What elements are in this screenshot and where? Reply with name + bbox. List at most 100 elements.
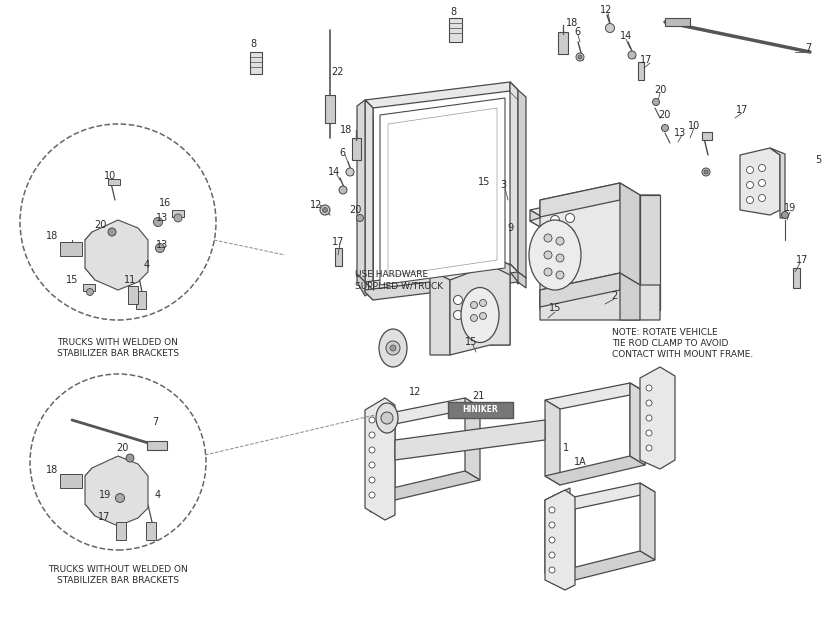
- Polygon shape: [740, 148, 780, 215]
- Circle shape: [646, 430, 652, 436]
- Circle shape: [369, 462, 375, 468]
- Text: 15: 15: [478, 177, 491, 187]
- Text: 1A: 1A: [574, 457, 586, 467]
- Text: 7: 7: [152, 417, 158, 427]
- Polygon shape: [388, 108, 497, 276]
- Text: 20: 20: [653, 85, 666, 95]
- Polygon shape: [465, 398, 480, 480]
- Circle shape: [115, 493, 124, 502]
- Circle shape: [346, 168, 354, 176]
- Text: 18: 18: [566, 18, 578, 28]
- Circle shape: [386, 341, 400, 355]
- Text: 19: 19: [783, 203, 796, 213]
- Polygon shape: [365, 272, 518, 300]
- Text: 13: 13: [156, 213, 168, 223]
- Text: 10: 10: [104, 171, 116, 181]
- Text: 18: 18: [46, 231, 58, 241]
- Circle shape: [154, 217, 162, 226]
- Circle shape: [156, 244, 165, 253]
- Circle shape: [646, 415, 652, 421]
- Circle shape: [746, 181, 754, 188]
- Circle shape: [556, 271, 564, 279]
- Text: 17: 17: [796, 255, 808, 265]
- Polygon shape: [430, 255, 510, 280]
- Text: 14: 14: [620, 31, 632, 41]
- Text: 7: 7: [805, 43, 811, 53]
- Bar: [449, 18, 462, 42]
- Circle shape: [544, 268, 552, 276]
- Circle shape: [549, 567, 555, 573]
- Text: USE HARDWARE
SUPPLIED W/TRUCK: USE HARDWARE SUPPLIED W/TRUCK: [355, 270, 443, 290]
- Circle shape: [646, 400, 652, 406]
- Polygon shape: [560, 483, 655, 509]
- Circle shape: [551, 215, 560, 224]
- Polygon shape: [85, 456, 148, 526]
- Text: 4: 4: [144, 260, 150, 270]
- Text: 8: 8: [250, 39, 256, 49]
- Text: TRUCKS WITH WELDED ON
STABILIZER BAR BRACKETS: TRUCKS WITH WELDED ON STABILIZER BAR BRA…: [57, 338, 179, 358]
- Circle shape: [390, 345, 396, 351]
- Bar: [147, 441, 167, 450]
- Polygon shape: [357, 100, 365, 282]
- Bar: [116, 522, 126, 540]
- Polygon shape: [560, 500, 575, 580]
- Circle shape: [653, 98, 659, 105]
- Text: NOTE: ROTATE VEHICLE
TIE ROD CLAMP TO AVOID
CONTACT WITH MOUNT FRAME.: NOTE: ROTATE VEHICLE TIE ROD CLAMP TO AV…: [612, 328, 753, 359]
- Text: 12: 12: [409, 387, 421, 397]
- Bar: [448, 402, 513, 418]
- Text: 15: 15: [549, 303, 561, 313]
- Circle shape: [759, 179, 765, 186]
- Bar: [352, 138, 361, 160]
- Polygon shape: [510, 264, 526, 284]
- Circle shape: [549, 522, 555, 528]
- Circle shape: [86, 289, 94, 296]
- Circle shape: [369, 432, 375, 438]
- Polygon shape: [380, 408, 390, 507]
- Polygon shape: [380, 98, 505, 285]
- Polygon shape: [630, 383, 645, 465]
- Bar: [665, 18, 690, 26]
- Polygon shape: [540, 273, 660, 320]
- Polygon shape: [545, 490, 575, 590]
- Bar: [325, 95, 335, 123]
- Text: 17: 17: [332, 237, 344, 247]
- Text: 10: 10: [688, 121, 700, 131]
- Circle shape: [174, 214, 182, 222]
- Polygon shape: [357, 274, 373, 296]
- Circle shape: [339, 186, 347, 194]
- Polygon shape: [510, 82, 518, 272]
- Circle shape: [471, 314, 477, 322]
- Polygon shape: [518, 272, 526, 288]
- Circle shape: [565, 246, 574, 255]
- Text: 9: 9: [507, 223, 513, 233]
- Circle shape: [369, 492, 375, 498]
- Circle shape: [549, 552, 555, 558]
- Text: 5: 5: [815, 155, 821, 165]
- Polygon shape: [640, 483, 655, 560]
- Text: 13: 13: [674, 128, 686, 138]
- Text: 21: 21: [472, 391, 484, 401]
- Text: 20: 20: [116, 443, 128, 453]
- Text: 22: 22: [332, 67, 344, 77]
- Circle shape: [759, 165, 765, 172]
- Polygon shape: [365, 82, 518, 108]
- Polygon shape: [620, 183, 640, 310]
- Text: HINIKER: HINIKER: [463, 406, 498, 415]
- Polygon shape: [640, 195, 660, 310]
- Text: 1: 1: [563, 443, 569, 453]
- Circle shape: [480, 312, 486, 320]
- Circle shape: [381, 412, 393, 424]
- Polygon shape: [365, 100, 373, 290]
- Polygon shape: [510, 82, 518, 100]
- Circle shape: [544, 251, 552, 259]
- Bar: [558, 32, 568, 54]
- Bar: [335, 248, 342, 266]
- Bar: [83, 284, 95, 291]
- Text: 13: 13: [156, 240, 168, 250]
- Circle shape: [746, 197, 754, 203]
- Text: 20: 20: [94, 220, 106, 230]
- Polygon shape: [598, 195, 610, 213]
- Polygon shape: [540, 183, 660, 310]
- Circle shape: [369, 477, 375, 483]
- Text: 6: 6: [574, 27, 580, 37]
